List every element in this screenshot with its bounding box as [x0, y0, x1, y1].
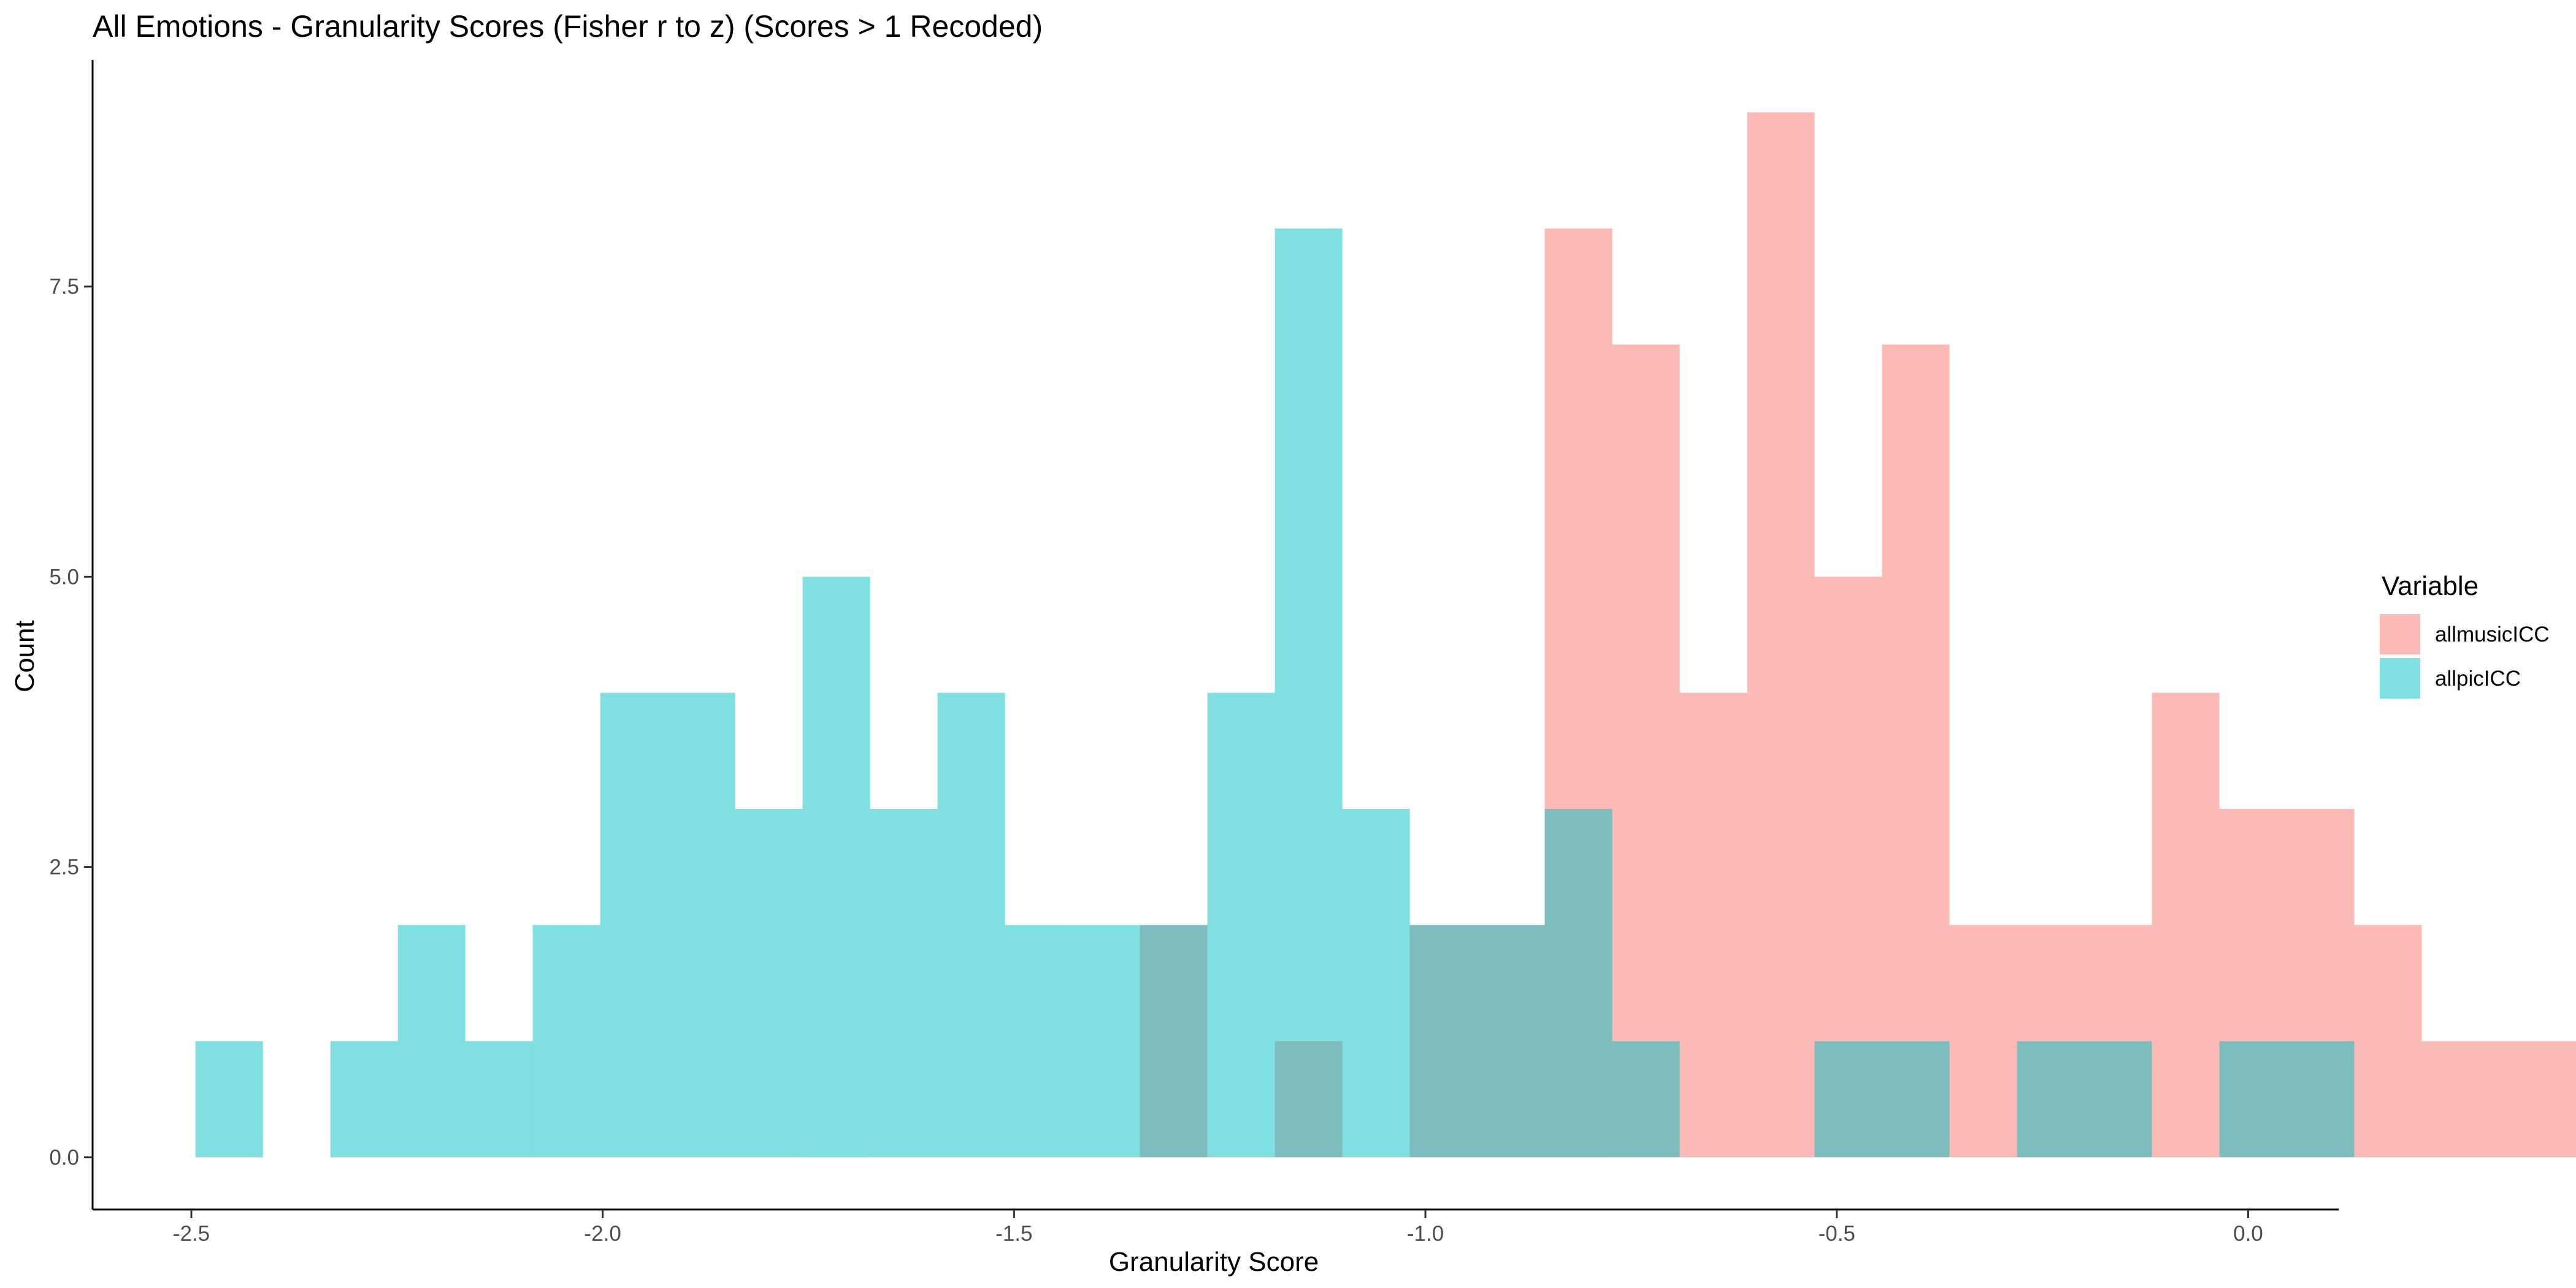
bar-allmusicicc-23: [1747, 112, 1815, 1157]
y-tick-label: 0.0: [49, 1146, 79, 1170]
bar-allpicicc-18: [1409, 925, 1478, 1157]
y-tick-label: 5.0: [49, 565, 79, 589]
bar-allpicicc-11: [937, 692, 1005, 1157]
bars-layer: [195, 112, 2576, 1157]
x-axis-title: Granularity Score: [1109, 1247, 1319, 1277]
x-tick-label: -1.0: [1407, 1222, 1444, 1246]
bar-allpicicc-0: [195, 1041, 263, 1157]
y-tick-label: 2.5: [49, 856, 79, 880]
bar-allpicicc-24: [1814, 1041, 1882, 1157]
legend-key-allmusicicc: [2380, 614, 2420, 654]
bar-allpicicc-19: [1477, 925, 1545, 1157]
bar-allpicicc-21: [1612, 1041, 1680, 1157]
bar-allmusicicc-29: [2152, 692, 2220, 1157]
bar-allpicicc-30: [2219, 1041, 2287, 1157]
x-tick-label: -1.5: [995, 1222, 1032, 1246]
bar-allpicicc-20: [1544, 808, 1612, 1157]
x-tick-label: -0.5: [1819, 1222, 1855, 1246]
bar-allpicicc-31: [2287, 1041, 2355, 1157]
bar-allpicicc-13: [1072, 925, 1140, 1157]
x-tick-label: -2.5: [173, 1222, 210, 1246]
legend-label-allmusicicc: allmusicICC: [2435, 623, 2550, 646]
bar-allpicicc-12: [1005, 925, 1073, 1157]
bar-allpicicc-9: [802, 577, 870, 1157]
legend-label-allpicicc: allpicICC: [2435, 667, 2521, 691]
bar-allmusicicc-25: [1882, 344, 1950, 1157]
bar-allpicicc-2: [330, 1041, 398, 1157]
axes-layer: -2.5 -2.0 -1.5 -1.0 -0.5 0.0 0.0 2.5 5.0 7.5: [49, 60, 2339, 1246]
legend-title: Variable: [2382, 571, 2478, 601]
bar-allpicicc-7: [667, 692, 735, 1157]
y-axis-title: Count: [10, 620, 40, 692]
bar-allmusicicc-21: [1612, 344, 1680, 1157]
bar-allmusicicc-33: [2421, 1041, 2490, 1157]
x-tick-label: 0.0: [2233, 1222, 2263, 1246]
bar-allpicicc-6: [600, 692, 668, 1157]
bar-allpicicc-8: [735, 808, 803, 1157]
bar-allpicicc-16: [1275, 228, 1343, 1157]
bar-allpicicc-5: [532, 925, 600, 1157]
bar-allpicicc-27: [2017, 1041, 2085, 1157]
bar-allmusicicc-26: [1949, 925, 2017, 1157]
chart-title: All Emotions - Granularity Scores (Fishe…: [93, 9, 1043, 44]
bar-allmusicicc-35: [2556, 1041, 2576, 1157]
bar-allpicicc-25: [1882, 1041, 1950, 1157]
legend-key-allpicicc: [2380, 658, 2420, 699]
bar-allpicicc-3: [397, 925, 466, 1157]
bar-allpicicc-15: [1207, 692, 1275, 1157]
bar-allmusicicc-34: [2489, 1041, 2557, 1157]
bar-allpicicc-4: [465, 1041, 533, 1157]
bar-allpicicc-28: [2084, 1041, 2152, 1157]
x-tick-label: -2.0: [585, 1222, 621, 1246]
y-tick-label: 7.5: [49, 275, 79, 299]
bar-allmusicicc-32: [2354, 925, 2422, 1157]
bar-allpicicc-14: [1140, 925, 1208, 1157]
bar-allpicicc-17: [1342, 808, 1410, 1157]
bar-allmusicicc-22: [1679, 692, 1747, 1157]
bar-allpicicc-10: [870, 808, 938, 1157]
legend: Variable allmusicICC allpicICC: [2380, 571, 2550, 699]
